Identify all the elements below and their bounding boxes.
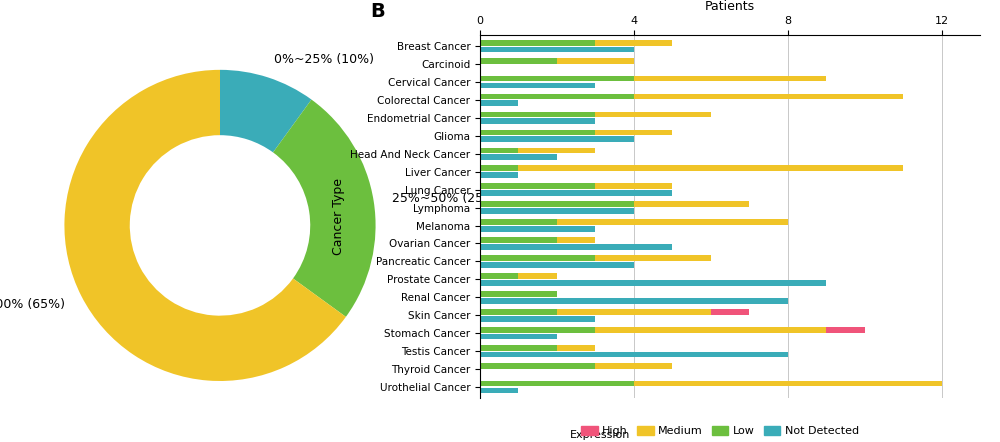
Text: 25%~50% (25%): 25%~50% (25%) xyxy=(392,192,500,205)
Y-axis label: Cancer Type: Cancer Type xyxy=(332,178,345,255)
Bar xyxy=(595,327,826,333)
X-axis label: Patients: Patients xyxy=(705,0,755,13)
Bar xyxy=(480,352,788,358)
Bar xyxy=(480,165,518,171)
Bar xyxy=(480,291,557,297)
Text: 50%~100% (65%): 50%~100% (65%) xyxy=(0,298,65,311)
Bar xyxy=(595,183,672,189)
Bar xyxy=(480,363,595,369)
Bar xyxy=(480,183,595,189)
Bar xyxy=(480,118,595,124)
Bar xyxy=(480,273,518,279)
Bar xyxy=(595,255,711,261)
Bar xyxy=(480,334,557,339)
Legend: High, Medium, Low, Not Detected: High, Medium, Low, Not Detected xyxy=(577,422,863,441)
Bar xyxy=(595,112,711,118)
Bar xyxy=(518,148,595,153)
Bar xyxy=(557,309,711,315)
Wedge shape xyxy=(220,70,311,152)
Bar xyxy=(480,130,595,135)
Bar xyxy=(480,280,826,286)
Bar xyxy=(480,327,595,333)
Bar xyxy=(480,244,672,250)
Bar xyxy=(595,130,672,135)
Bar xyxy=(595,363,672,369)
Bar xyxy=(480,172,518,178)
Bar xyxy=(480,40,595,46)
Text: Expression: Expression xyxy=(570,430,630,440)
Bar xyxy=(480,83,595,88)
Bar xyxy=(557,219,788,225)
Bar xyxy=(634,94,903,99)
Bar xyxy=(518,273,557,279)
Bar xyxy=(480,262,634,268)
Bar xyxy=(480,201,634,207)
Bar xyxy=(480,58,557,64)
Bar xyxy=(480,208,634,214)
Bar xyxy=(480,148,518,153)
Bar xyxy=(480,112,595,118)
Bar xyxy=(595,40,672,46)
Bar xyxy=(480,237,557,243)
Bar xyxy=(634,201,749,207)
Bar xyxy=(480,309,557,315)
Bar xyxy=(480,154,557,160)
Bar xyxy=(480,345,557,351)
Bar xyxy=(480,226,595,232)
Bar xyxy=(480,381,634,386)
Bar xyxy=(480,190,672,196)
Bar xyxy=(711,309,749,315)
Bar xyxy=(480,94,634,99)
Bar xyxy=(480,100,518,106)
Bar xyxy=(557,345,595,351)
Bar xyxy=(480,316,595,321)
Bar xyxy=(480,47,634,53)
Wedge shape xyxy=(273,99,376,317)
Bar xyxy=(480,219,557,225)
Text: B: B xyxy=(370,2,385,21)
Wedge shape xyxy=(64,70,346,381)
Bar xyxy=(480,137,634,142)
Bar xyxy=(518,165,903,171)
Bar xyxy=(480,388,518,393)
Bar xyxy=(557,58,634,64)
Bar xyxy=(826,327,865,333)
Bar xyxy=(557,237,595,243)
Bar xyxy=(634,76,826,81)
Bar xyxy=(480,255,595,261)
Bar xyxy=(480,298,788,304)
Bar xyxy=(634,381,942,386)
Text: 0%~25% (10%): 0%~25% (10%) xyxy=(274,53,374,66)
Bar xyxy=(480,76,634,81)
